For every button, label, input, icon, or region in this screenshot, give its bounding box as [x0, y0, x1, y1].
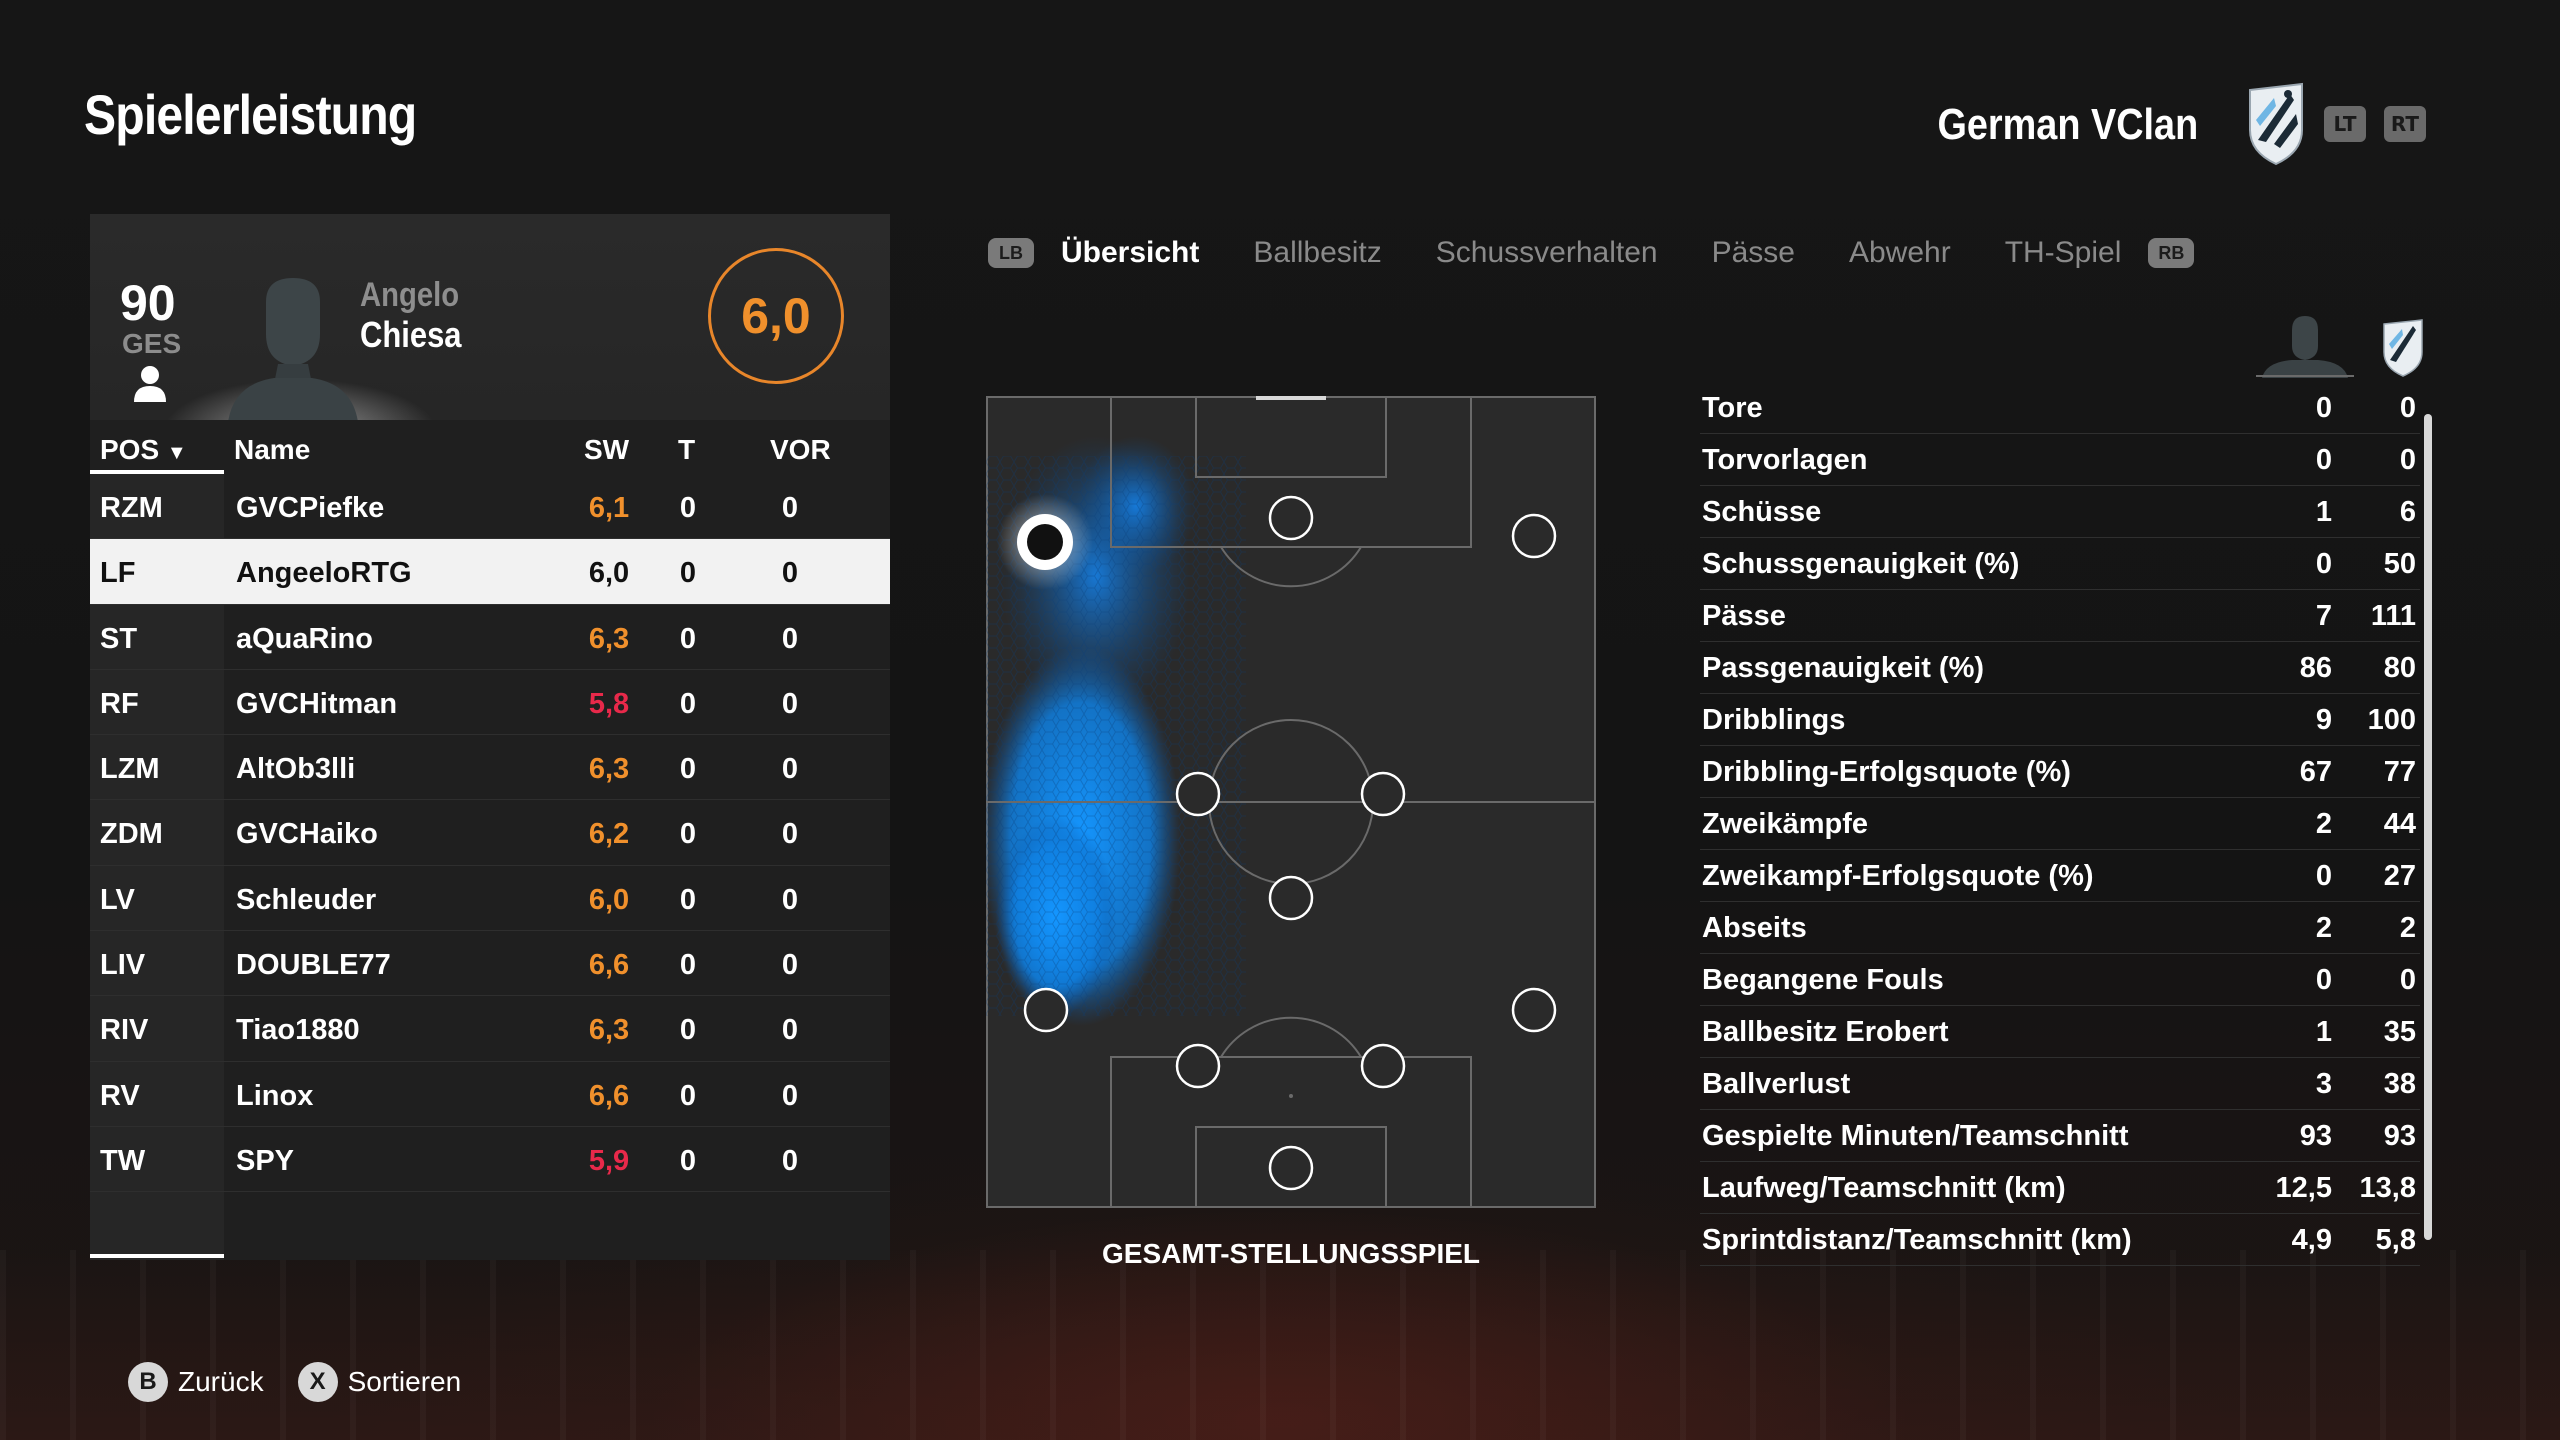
- stats-scroll-thumb[interactable]: [2424, 414, 2432, 1240]
- table-row[interactable]: RV Linox 6,6 0 0: [90, 1062, 890, 1127]
- page-title: Spielerleistung: [84, 83, 417, 146]
- player-card: 90 GES Angelo Chiesa 6,0: [90, 214, 890, 420]
- t-column-header[interactable]: T: [678, 434, 696, 465]
- vor-column-header[interactable]: VOR: [770, 434, 831, 465]
- pitch-label: GESAMT-STELLUNGSSPIEL: [1101, 1238, 1481, 1269]
- tab-passing[interactable]: Pässe: [1711, 236, 1795, 269]
- player-list-panel: 90 GES Angelo Chiesa 6,0 POS ▼ Name SW T…: [90, 214, 890, 1260]
- formation-markers: [1023, 495, 1557, 1191]
- lb-button-icon[interactable]: LB: [988, 238, 1034, 268]
- sort-label: Sortieren: [347, 1366, 462, 1397]
- b-button-icon: B: [128, 1362, 168, 1402]
- stat-row: Schussgenauigkeit (%) 0 50: [1700, 538, 2420, 590]
- stat-row: Sprintdistanz/Teamschnitt (km) 4,9 5,8: [1700, 1214, 2420, 1266]
- player-silhouette-icon: [228, 278, 358, 420]
- pos-column-header[interactable]: POS ▼: [100, 434, 187, 465]
- stat-row: Abseits 2 2: [1700, 902, 2420, 954]
- player-first-name: Angelo: [360, 276, 460, 314]
- stat-row: Zweikämpfe 2 44: [1700, 798, 2420, 850]
- positioning-heatmap-pitch: [986, 396, 1596, 1208]
- table-row[interactable]: ZDM GVCHaiko 6,2 0 0: [90, 800, 890, 866]
- table-row[interactable]: ST aQuaRino 6,3 0 0: [90, 605, 890, 670]
- club-name: German VClan: [1937, 100, 2198, 149]
- crowd-background: [0, 1250, 2560, 1440]
- overall-label: GES: [122, 328, 182, 359]
- tab-possession[interactable]: Ballbesitz: [1253, 236, 1382, 269]
- table-row[interactable]: LV Schleuder 6,0 0 0: [90, 866, 890, 932]
- stats-tabs: LB Übersicht Ballbesitz Schussverhalten …: [988, 228, 2195, 278]
- table-row[interactable]: LIV DOUBLE77 6,6 0 0: [90, 931, 890, 997]
- sort-button[interactable]: X Sortieren: [297, 1362, 462, 1402]
- lt-button-icon[interactable]: LT: [2324, 106, 2366, 142]
- match-rating: 6,0: [708, 248, 844, 384]
- table-header: POS ▼ Name SW T VOR: [90, 420, 890, 474]
- stats-list: Tore 0 0 Torvorlagen 0 0 Schüsse 1 6 Schussgen…: [1700, 382, 2420, 1266]
- stat-row: Torvorlagen 0 0: [1700, 434, 2420, 486]
- name-column-header[interactable]: Name: [234, 434, 311, 465]
- tab-goalkeeping[interactable]: TH-Spiel: [2004, 236, 2122, 269]
- tab-shooting[interactable]: Schussverhalten: [1435, 236, 1658, 269]
- stat-row: Ballbesitz Erobert 1 35: [1700, 1006, 2420, 1058]
- back-label: Zurück: [178, 1366, 264, 1397]
- stat-row: Passgenauigkeit (%) 86 80: [1700, 642, 2420, 694]
- stat-row: Begangene Fouls 0 0: [1700, 954, 2420, 1006]
- pos-column-background: [90, 474, 224, 1260]
- person-icon: [134, 366, 166, 402]
- sort-arrow-icon: ▼: [166, 442, 187, 464]
- back-button[interactable]: B Zurück: [128, 1362, 264, 1402]
- stats-scrollbar[interactable]: [2424, 414, 2432, 1240]
- tab-overview[interactable]: Übersicht: [1061, 236, 1200, 269]
- table-row-selected[interactable]: LF AngeeloRTG 6,0 0 0: [90, 539, 890, 605]
- stat-row: Tore 0 0: [1700, 382, 2420, 434]
- table-row[interactable]: TW SPY 5,9 0 0: [90, 1127, 890, 1193]
- x-button-icon: X: [297, 1362, 338, 1402]
- stat-row: Laufweg/Teamschnitt (km) 12,5 13,8: [1700, 1162, 2420, 1214]
- table-row[interactable]: LZM AltOb3lli 6,3 0 0: [90, 735, 890, 801]
- stat-row: Pässe 7 111: [1700, 590, 2420, 642]
- player-last-name: Chiesa: [360, 314, 462, 355]
- stat-row: Schüsse 1 6: [1700, 486, 2420, 538]
- stat-row: Zweikampf-Erfolgsquote (%) 0 27: [1700, 850, 2420, 902]
- player-rows: RZM GVCPiefke 6,1 0 0 LF AngeeloRTG 6,0 0 0 ST aQ…: [90, 474, 890, 1193]
- sw-column-header[interactable]: SW: [584, 434, 630, 465]
- club-column-icon: [2383, 319, 2423, 377]
- overall-rating: 90: [120, 275, 176, 331]
- player-column-icon: [2256, 316, 2354, 378]
- pos-column-bottom-underline: [90, 1254, 224, 1258]
- club-crest-icon: [2249, 82, 2303, 166]
- stat-row: Ballverlust 3 38: [1700, 1058, 2420, 1110]
- footer-controls: B Zurück X Sortieren: [128, 1362, 495, 1402]
- table-row[interactable]: RZM GVCPiefke 6,1 0 0: [90, 474, 890, 540]
- rt-button-icon[interactable]: RT: [2384, 106, 2426, 142]
- stat-row: Dribbling-Erfolgsquote (%) 67 77: [1700, 746, 2420, 798]
- rb-button-icon[interactable]: RB: [2148, 238, 2195, 268]
- stat-row: Dribblings 9 100: [1700, 694, 2420, 746]
- stat-row: Gespielte Minuten/Teamschnitt 93 93: [1700, 1110, 2420, 1162]
- table-row[interactable]: RIV Tiao1880 6,3 0 0: [90, 996, 890, 1062]
- table-row[interactable]: RF GVCHitman 5,8 0 0: [90, 670, 890, 736]
- pos-column-underline: [90, 470, 224, 474]
- tab-defending[interactable]: Abwehr: [1848, 236, 1951, 269]
